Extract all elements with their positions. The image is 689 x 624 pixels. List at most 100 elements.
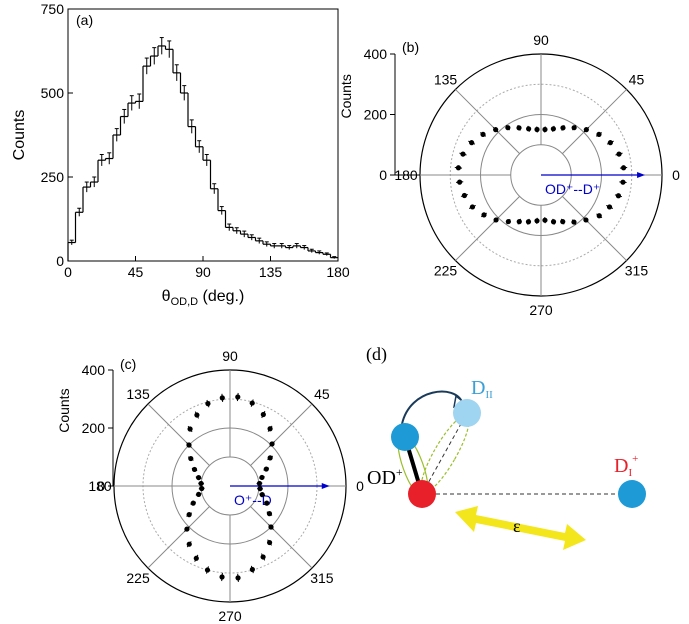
- data-point: [196, 474, 202, 481]
- data-point: [204, 567, 211, 573]
- spoke: [250, 506, 313, 569]
- diagram: (d) DII OD+ DI+ ε: [366, 344, 646, 550]
- atom-d-i: [618, 480, 646, 508]
- data-point: [542, 217, 548, 223]
- data-point: [260, 554, 266, 560]
- angle-label: 315: [625, 262, 649, 278]
- data-point: [187, 426, 193, 432]
- data-point: [480, 131, 486, 137]
- y-tick-label: 250: [41, 169, 65, 185]
- data-point: [469, 204, 476, 210]
- y-axis-label: Counts: [11, 110, 28, 161]
- x-axis-label: θOD,D (deg.): [162, 288, 245, 308]
- data-point: [191, 466, 198, 473]
- data-point: [186, 512, 192, 518]
- label-d-ii: DII: [471, 377, 493, 401]
- x-tick-label: 90: [195, 264, 211, 280]
- data-point: [481, 212, 487, 218]
- angle-label: 225: [434, 262, 458, 278]
- data-point: [516, 219, 522, 225]
- data-point: [615, 193, 622, 199]
- angle-label: 45: [314, 386, 330, 402]
- data-point: [493, 127, 499, 133]
- data-point: [461, 192, 468, 199]
- data-point: [560, 125, 566, 131]
- data-point: [620, 165, 627, 171]
- data-point: [583, 217, 589, 223]
- angle-label: 0: [356, 478, 364, 494]
- x-tick-label: 0: [64, 264, 72, 280]
- data-point: [505, 218, 511, 225]
- data-point: [186, 442, 192, 448]
- data-point: [596, 213, 602, 219]
- data-point: [194, 412, 200, 418]
- angle-label: 0: [672, 167, 680, 183]
- data-point: [266, 539, 273, 546]
- data-point: [260, 411, 266, 418]
- angle-label: 270: [529, 302, 553, 318]
- data-point: [198, 480, 204, 487]
- spoke: [455, 196, 520, 261]
- data-point: [534, 126, 540, 133]
- data-point: [616, 151, 622, 157]
- field-label: ε: [513, 516, 521, 536]
- curved-arrow: [401, 390, 463, 425]
- data-point: [188, 455, 194, 462]
- spoke: [562, 89, 627, 154]
- r-tick-label: 200: [82, 420, 106, 436]
- data-point: [560, 219, 566, 225]
- data-point: [583, 127, 589, 133]
- label-text: D: [614, 455, 628, 477]
- y-tick-label: 0: [56, 253, 64, 269]
- x-tick-label: 180: [326, 264, 350, 280]
- data-point: [516, 125, 522, 131]
- data-point: [249, 566, 255, 573]
- data-point: [493, 217, 499, 223]
- bond-dashed: [421, 412, 468, 495]
- field-arrow: [455, 506, 586, 550]
- r-tick-label: 0: [379, 167, 387, 183]
- data-point: [199, 485, 205, 492]
- data-point: [264, 500, 270, 506]
- data-point: [256, 480, 263, 487]
- data-point: [205, 401, 211, 407]
- angle-label: 90: [222, 348, 238, 364]
- atom-o: [408, 480, 436, 508]
- data-point: [455, 165, 462, 171]
- data-point: [235, 575, 241, 581]
- angle-label: 45: [629, 72, 645, 88]
- x-tick-label: 45: [128, 264, 144, 280]
- atom-d: [391, 423, 419, 451]
- data-point: [596, 131, 602, 137]
- y-tick-label: 500: [41, 85, 65, 101]
- y-tick-label: 750: [41, 1, 65, 17]
- atom-d-ii: [453, 399, 481, 427]
- data-point: [184, 526, 190, 532]
- data-point: [249, 400, 255, 406]
- angle-label: 135: [126, 386, 150, 402]
- arrow-head: [637, 172, 646, 178]
- angle-label: 180: [88, 478, 112, 494]
- data-point: [268, 524, 274, 530]
- data-point: [219, 574, 225, 580]
- x-axis-subscript: OD,D: [171, 296, 199, 308]
- spoke: [455, 89, 520, 154]
- r-axis-label: Counts: [338, 74, 354, 118]
- data-point: [267, 426, 273, 432]
- r-axis-label: Counts: [56, 388, 72, 432]
- label-sub: I: [628, 467, 632, 479]
- x-axis-unit: (deg.): [198, 288, 244, 305]
- x-tick-label: 135: [259, 264, 283, 280]
- label-d-i: DI+: [614, 453, 638, 479]
- plot-frame: [67, 8, 339, 262]
- data-point: [259, 474, 265, 481]
- r-tick-label: 0: [97, 478, 105, 494]
- data-point: [460, 151, 466, 157]
- r-tick-label: 200: [364, 107, 388, 123]
- r-tick-label: 400: [364, 46, 388, 62]
- spoke: [147, 506, 210, 569]
- data-point: [257, 486, 263, 492]
- data-point: [219, 395, 225, 401]
- data-point: [235, 394, 241, 400]
- data-point: [525, 219, 532, 225]
